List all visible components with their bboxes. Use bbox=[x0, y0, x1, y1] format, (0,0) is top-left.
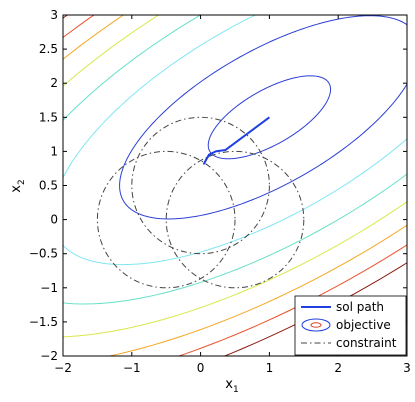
y-tick-label: 0 bbox=[50, 213, 58, 227]
legend-objective-label: objective bbox=[336, 318, 391, 332]
y-axis-label: x2 bbox=[9, 179, 27, 192]
legend-objective-swatch-outer bbox=[301, 318, 331, 332]
y-tick-label: −1 bbox=[40, 281, 58, 295]
constraint-circle bbox=[131, 116, 270, 255]
y-tick-labels: −2 −1.5 −1 −0.5 0 0.5 1 1.5 2 2.5 3 bbox=[29, 8, 58, 363]
y-tick-label: 3 bbox=[50, 8, 58, 22]
legend-sol-path-label: sol path bbox=[336, 300, 384, 314]
y-tick-label: −2 bbox=[40, 349, 58, 363]
objective-contour bbox=[119, 15, 407, 220]
y-tick-label: 2.5 bbox=[39, 42, 58, 56]
sol-path bbox=[203, 116, 270, 165]
x-tick-labels: −2 −1 0 1 2 3 bbox=[54, 361, 411, 375]
constraint-circles bbox=[96, 116, 305, 289]
y-tick-label: 0.5 bbox=[39, 179, 58, 193]
x-tick-label: −2 bbox=[54, 361, 72, 375]
x-tick-label: −1 bbox=[123, 361, 141, 375]
y-tick-label: 1 bbox=[50, 144, 58, 158]
x-tick-label: 3 bbox=[403, 361, 411, 375]
y-tick-label: 2 bbox=[50, 76, 58, 90]
x-tick-label: 0 bbox=[197, 361, 205, 375]
legend-constraint-label: constraint bbox=[336, 336, 397, 350]
y-tick-label: −0.5 bbox=[29, 247, 58, 261]
sol-path-line bbox=[203, 116, 270, 165]
legend-box bbox=[294, 295, 407, 356]
x-axis-label: x1 bbox=[225, 377, 238, 395]
x-tick-label: 2 bbox=[334, 361, 342, 375]
y-tick-label: −1.5 bbox=[29, 315, 58, 329]
constraint-circle bbox=[96, 150, 236, 289]
axis-ticks bbox=[62, 14, 408, 357]
objective-contour bbox=[207, 75, 332, 160]
legend: sol path objective constraint bbox=[294, 295, 407, 356]
constraint-circle bbox=[165, 150, 305, 289]
y-tick-label: 1.5 bbox=[39, 110, 58, 124]
x-tick-label: 1 bbox=[266, 361, 274, 375]
legend-objective-swatch-inner bbox=[310, 322, 322, 328]
